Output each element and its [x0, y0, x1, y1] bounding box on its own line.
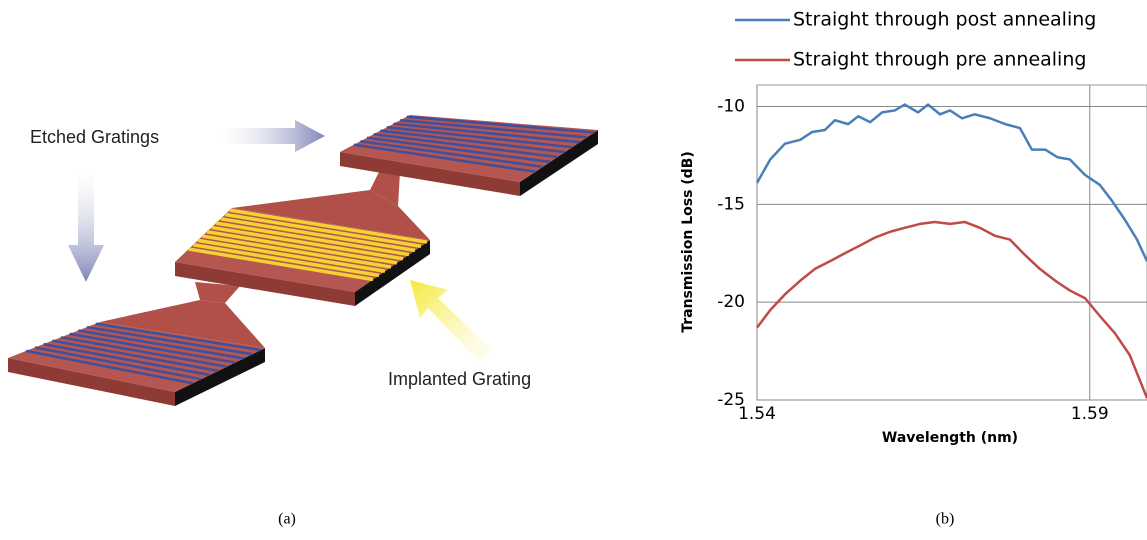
arrow: [68, 170, 104, 282]
x-axis-label: Wavelength (nm): [882, 430, 1018, 446]
y-tick-label: -10: [717, 97, 745, 117]
y-axis-label: Transmission Loss (dB): [680, 151, 696, 333]
caption: (a): [278, 511, 296, 528]
data-line: [757, 105, 1147, 262]
legend-label: Straight through pre annealing: [793, 49, 1086, 71]
arrow: [410, 280, 492, 362]
x-tick-label: 1.59: [1071, 404, 1109, 424]
y-tick-label: -15: [717, 194, 745, 214]
legend-label: Straight through post annealing: [793, 9, 1096, 31]
y-tick-label: -20: [717, 292, 745, 312]
diagram-label: Etched Gratings: [30, 127, 159, 147]
figure: Etched Gratings Implanted Grating (a) (b…: [0, 0, 1147, 540]
device-diagram: Etched Gratings Implanted Grating (a): [8, 115, 598, 528]
arrow: [218, 120, 325, 152]
diagram-label: Implanted Grating: [388, 369, 531, 389]
data-line: [757, 222, 1147, 398]
x-tick-label: 1.54: [738, 404, 776, 424]
caption: (b): [936, 511, 955, 528]
